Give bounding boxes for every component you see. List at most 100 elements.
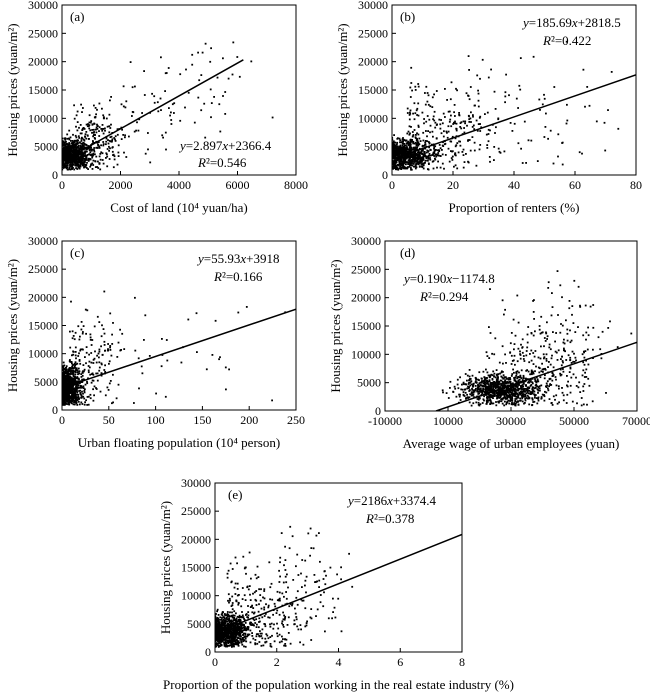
data-point — [97, 160, 99, 163]
data-point — [217, 646, 220, 648]
data-points — [62, 290, 287, 406]
data-point — [477, 390, 480, 393]
data-point — [73, 146, 75, 148]
data-point — [511, 373, 514, 375]
data-point — [410, 149, 413, 152]
data-point — [479, 390, 482, 393]
data-point — [136, 121, 138, 124]
data-point — [83, 397, 86, 400]
data-point — [398, 150, 401, 153]
data-point — [88, 366, 91, 369]
data-point — [541, 368, 544, 371]
data-point — [422, 157, 424, 160]
data-point — [585, 338, 587, 341]
data-point — [398, 145, 401, 148]
data-point — [516, 385, 518, 387]
data-point — [433, 93, 435, 96]
data-point — [432, 152, 435, 155]
data-point — [523, 360, 526, 362]
data-point — [467, 383, 470, 385]
data-point — [101, 124, 104, 126]
data-point — [579, 306, 582, 308]
data-point — [409, 141, 412, 143]
data-point — [482, 384, 484, 387]
data-point — [122, 134, 125, 136]
data-point — [427, 162, 430, 165]
data-point — [93, 357, 96, 360]
data-point — [513, 395, 516, 397]
data-point — [521, 395, 523, 398]
data-point — [485, 399, 488, 402]
data-point — [81, 136, 83, 139]
data-point — [485, 133, 488, 136]
data-point — [512, 386, 515, 389]
data-point — [75, 159, 78, 162]
data-point — [481, 392, 484, 394]
data-point — [496, 383, 498, 386]
data-point — [71, 354, 73, 357]
data-point — [76, 160, 78, 163]
data-point — [417, 85, 420, 88]
data-point — [62, 137, 64, 140]
data-point — [505, 403, 508, 406]
data-point — [90, 352, 93, 354]
data-point — [63, 383, 66, 386]
data-point — [397, 157, 400, 160]
data-point — [396, 143, 398, 146]
data-point — [514, 334, 517, 337]
data-point — [528, 403, 531, 406]
data-point — [71, 337, 74, 340]
data-point — [471, 387, 473, 390]
data-point — [543, 97, 546, 100]
data-point — [70, 376, 72, 379]
data-point — [159, 97, 162, 100]
data-point — [521, 338, 524, 341]
data-point — [435, 90, 438, 92]
r-squared: R²=0.166 — [213, 269, 263, 284]
data-point — [109, 140, 112, 143]
data-point — [106, 155, 109, 158]
data-point — [554, 340, 556, 343]
data-point — [524, 394, 527, 396]
data-point — [66, 137, 69, 140]
data-point — [468, 369, 471, 371]
data-point — [522, 358, 525, 360]
data-point — [493, 90, 496, 93]
x-tick-label: 60 — [569, 178, 581, 192]
data-point — [98, 321, 101, 323]
data-point — [463, 383, 465, 386]
data-point — [556, 402, 559, 405]
data-point — [418, 156, 420, 159]
data-point — [410, 167, 412, 169]
data-point — [557, 349, 560, 352]
data-point — [515, 402, 517, 405]
data-point — [537, 386, 540, 388]
data-point — [520, 147, 522, 150]
y-tick-label: 0 — [52, 168, 58, 182]
data-point — [107, 142, 110, 145]
data-point — [78, 386, 80, 389]
data-point — [80, 386, 82, 389]
data-point — [76, 139, 79, 141]
data-point — [80, 373, 83, 375]
data-point — [557, 133, 560, 136]
data-point — [392, 167, 394, 170]
data-point — [95, 131, 98, 134]
data-point — [537, 389, 540, 392]
data-point — [96, 379, 99, 382]
data-point — [394, 162, 397, 165]
data-point — [71, 159, 73, 161]
data-point — [505, 381, 508, 383]
data-point — [249, 629, 252, 632]
data-point — [477, 385, 479, 387]
data-point — [66, 375, 68, 378]
data-point — [441, 144, 444, 147]
data-point — [105, 137, 108, 140]
data-point — [81, 111, 83, 113]
data-point — [70, 390, 72, 392]
data-point — [77, 135, 80, 138]
data-point — [416, 151, 419, 154]
data-point — [473, 128, 476, 130]
data-point — [513, 377, 516, 380]
data-point — [64, 146, 67, 149]
